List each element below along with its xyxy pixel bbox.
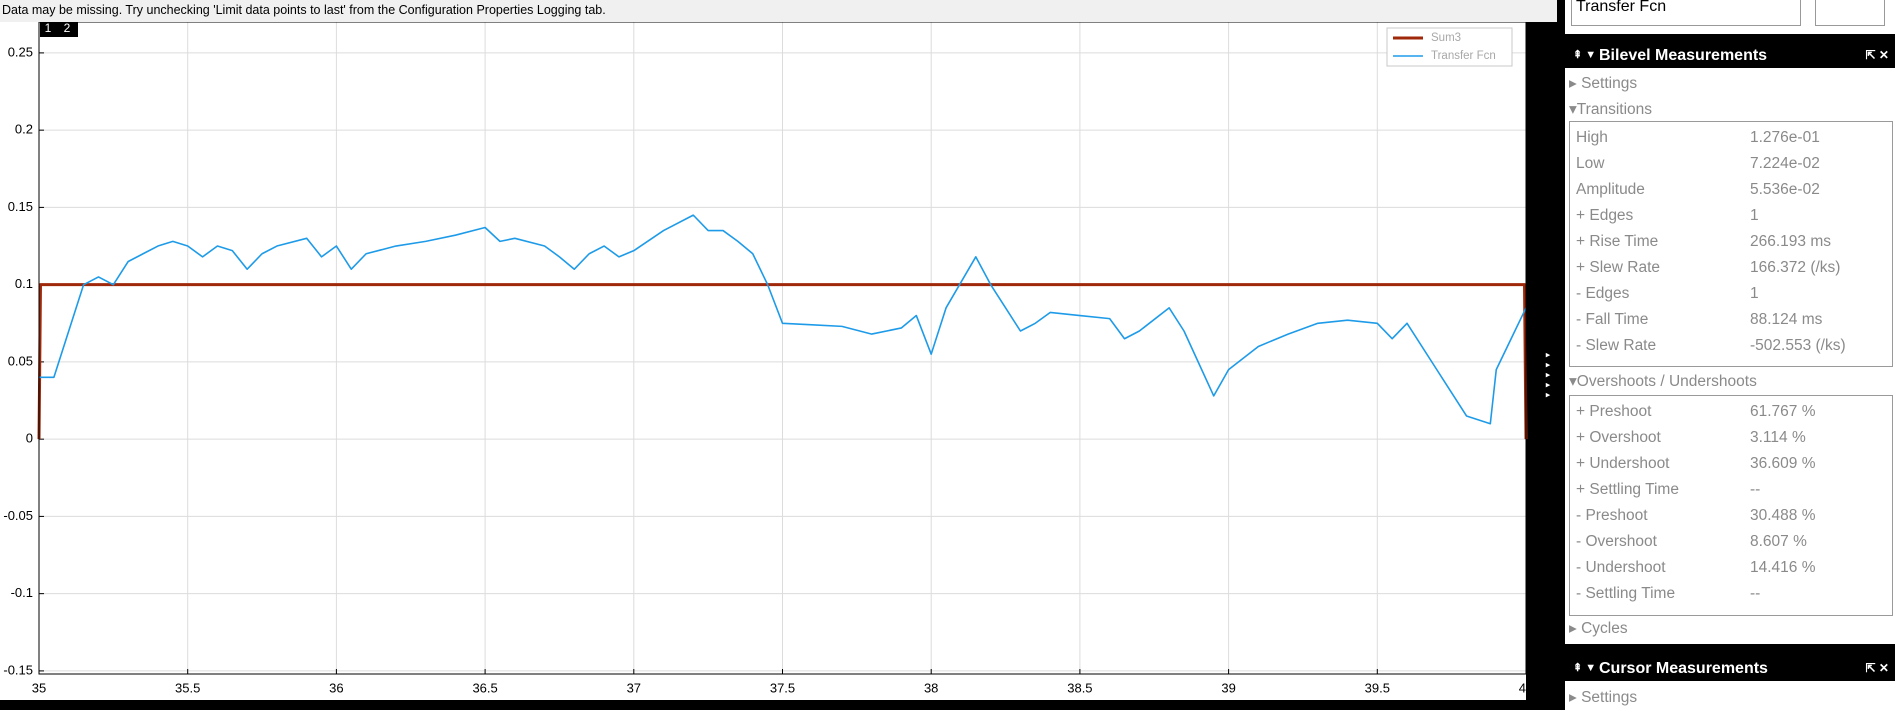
expand-arrows[interactable]: ▸ (1546, 389, 1551, 399)
x-tick-label: 38.5 (1067, 680, 1092, 695)
expand-arrows[interactable]: ▸ (1546, 349, 1551, 359)
y-tick-label: 0.25 (8, 44, 33, 59)
section-title: Settings (1581, 689, 1638, 706)
measure-value: 266.193 ms (1750, 233, 1831, 250)
measure-label: - Preshoot (1576, 507, 1648, 524)
section-toggle[interactable]: ▾Overshoots / Undershoots (1569, 373, 1757, 390)
header-title: Cursor Measurements (1599, 660, 1768, 677)
expand-arrows[interactable]: ▸ (1546, 359, 1551, 369)
x-tick-label: 40 (1519, 680, 1533, 695)
measure-value: 61.767 % (1750, 403, 1816, 420)
measure-value: 88.124 ms (1750, 311, 1823, 328)
y-tick-label: 0.05 (8, 353, 33, 368)
measure-value: 166.372 (/ks) (1750, 259, 1841, 276)
measure-value: -502.553 (/ks) (1750, 337, 1846, 354)
y-tick-label: 0.1 (15, 276, 33, 291)
measure-value: 5.536e-02 (1750, 181, 1820, 198)
plot-tab[interactable]: 1 (45, 22, 52, 35)
bottom-strip (0, 700, 1557, 710)
section-title: Overshoots / Undershoots (1576, 373, 1757, 390)
y-tick-label: -0.05 (3, 508, 33, 523)
section-toggle[interactable]: ▸ Settings (1569, 689, 1638, 706)
measure-label: - Settling Time (1576, 585, 1676, 602)
x-tick-label: 37 (627, 680, 641, 695)
measure-value: 8.607 % (1750, 533, 1807, 550)
plot-frame (38, 22, 1527, 675)
measure-frame (1569, 121, 1893, 367)
measure-label: - Edges (1576, 285, 1630, 302)
header-icons[interactable]: ⇞ ▼ (1573, 49, 1597, 61)
x-tick-label: 39.5 (1365, 680, 1390, 695)
measure-value: 36.609 % (1750, 455, 1816, 472)
header-buttons[interactable]: ⇱ ✕ (1865, 48, 1889, 62)
measure-value: 30.488 % (1750, 507, 1816, 524)
section-title: Cycles (1581, 620, 1628, 637)
header-title: Bilevel Measurements (1599, 47, 1768, 64)
series-line (37, 283, 1528, 440)
warning-banner: Data may be missing. Try unchecking 'Lim… (0, 0, 1557, 22)
y-tick-label: 0.15 (8, 199, 33, 214)
x-tick-label: 35.5 (175, 680, 200, 695)
x-tick-label: 36.5 (472, 680, 497, 695)
expand-arrows[interactable]: ▸ (1546, 379, 1551, 389)
measure-label: - Slew Rate (1576, 337, 1657, 354)
measure-value: 1.276e-01 (1750, 129, 1820, 146)
measure-value: 7.224e-02 (1750, 155, 1820, 172)
legend-label: Sum3 (1431, 32, 1461, 44)
expand-arrows[interactable]: ▸ (1546, 369, 1551, 379)
measure-value: 3.114 % (1750, 429, 1806, 446)
y-tick-label: 0 (26, 431, 33, 446)
cursor-body (1565, 681, 1895, 710)
signal-select[interactable]: Transfer Fcn (1571, 0, 1801, 26)
measurements-panel: Transfer Fcn ⇞ ▼ Bilevel Measurements ⇱ ✕ ▸ … (1557, 0, 1895, 710)
section-toggle[interactable]: ▸ Settings (1569, 75, 1638, 92)
header-icons[interactable]: ⇞ ▼ (1573, 662, 1597, 674)
series-line (39, 214, 1527, 425)
signal-box: Transfer Fcn (1565, 0, 1895, 34)
y-tick-label: -0.15 (3, 662, 33, 677)
cursor-header: ⇞ ▼ Cursor Measurements ⇱ ✕ (1565, 656, 1895, 681)
y-tick-label: 0.2 (15, 122, 33, 137)
measure-label: - Undershoot (1576, 559, 1666, 576)
measure-label: + Overshoot (1576, 429, 1661, 446)
y-tick-label: -0.1 (11, 585, 33, 600)
measure-label: - Fall Time (1576, 311, 1649, 328)
button[interactable] (1815, 0, 1885, 26)
measure-label: Amplitude (1576, 181, 1645, 198)
measure-label: - Overshoot (1576, 533, 1657, 550)
bilevel-header: ⇞ ▼ Bilevel Measurements ⇱ ✕ (1565, 43, 1895, 68)
legend-label: Transfer Fcn (1431, 50, 1496, 62)
measure-label: + Slew Rate (1576, 259, 1661, 276)
plot-tab[interactable]: 2 (64, 22, 71, 35)
measure-label: Low (1576, 155, 1605, 172)
x-tick-label: 36 (329, 680, 343, 695)
measure-value: -- (1750, 481, 1761, 498)
measure-value: 14.416 % (1750, 559, 1816, 576)
measure-label: + Settling Time (1576, 481, 1679, 498)
x-tick-label: 35 (32, 680, 46, 695)
measure-label: + Edges (1576, 207, 1634, 224)
section-toggle[interactable]: ▾Transitions (1569, 101, 1653, 118)
plot-tabs (40, 22, 78, 37)
section-toggle[interactable]: ▸ Cycles (1569, 620, 1628, 637)
bilevel-body (1565, 68, 1895, 644)
legend (1386, 27, 1513, 67)
measure-value: 1 (1750, 207, 1759, 224)
measure-frame (1569, 395, 1893, 616)
measure-value: 1 (1750, 285, 1759, 302)
section-title: Settings (1581, 75, 1638, 92)
measure-label: + Preshoot (1576, 403, 1652, 420)
section-title: Transitions (1576, 101, 1653, 118)
header-buttons[interactable]: ⇱ ✕ (1865, 661, 1889, 675)
x-tick-label: 38 (924, 680, 938, 695)
measure-value: -- (1750, 585, 1761, 602)
measure-label: + Undershoot (1576, 455, 1670, 472)
x-tick-label: 39 (1221, 680, 1235, 695)
measure-label: High (1576, 129, 1608, 146)
x-tick-label: 37.5 (770, 680, 795, 695)
scope-display: ▸ ▸ ▸ ▸ ▸ 0.25 0.2 0.15 0.1 0.05 0 -0.05 -0.1 -0… (0, 22, 1557, 710)
side-strip (1526, 22, 1557, 710)
measure-label: + Rise Time (1576, 233, 1659, 250)
